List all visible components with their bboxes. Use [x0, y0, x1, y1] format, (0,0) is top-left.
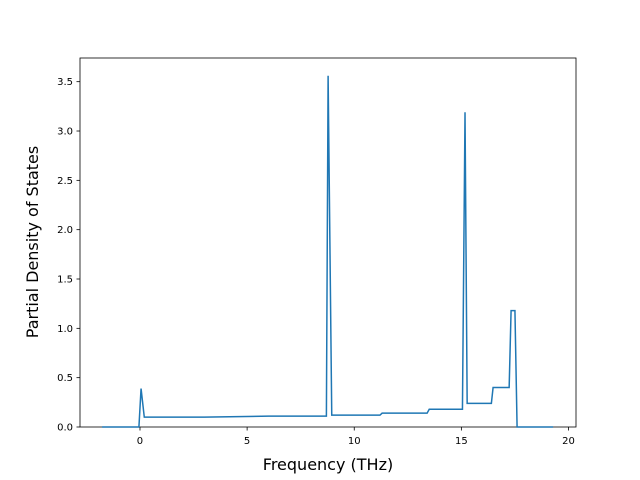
x-tick-label: 10 [348, 436, 361, 447]
axes-frame [79, 57, 577, 428]
y-tick-label: 3.5 [57, 77, 73, 88]
y-tick-label: 2.0 [57, 225, 73, 236]
y-tick-label: 2.5 [57, 176, 73, 187]
x-tick-label: 20 [562, 436, 575, 447]
x-tick-label: 5 [244, 436, 250, 447]
y-tick-label: 3.0 [57, 127, 73, 138]
y-tick-label: 0.0 [57, 423, 73, 434]
y-tick-label: 1.0 [57, 324, 73, 335]
y-axis-label: Partial Density of States [23, 146, 42, 338]
x-tick-label: 0 [137, 436, 143, 447]
y-tick-label: 0.5 [57, 373, 73, 384]
y-tick-label: 1.5 [57, 275, 73, 286]
x-axis-label: Frequency (THz) [263, 455, 393, 474]
x-tick-label: 15 [455, 436, 468, 447]
data-line [102, 75, 554, 428]
